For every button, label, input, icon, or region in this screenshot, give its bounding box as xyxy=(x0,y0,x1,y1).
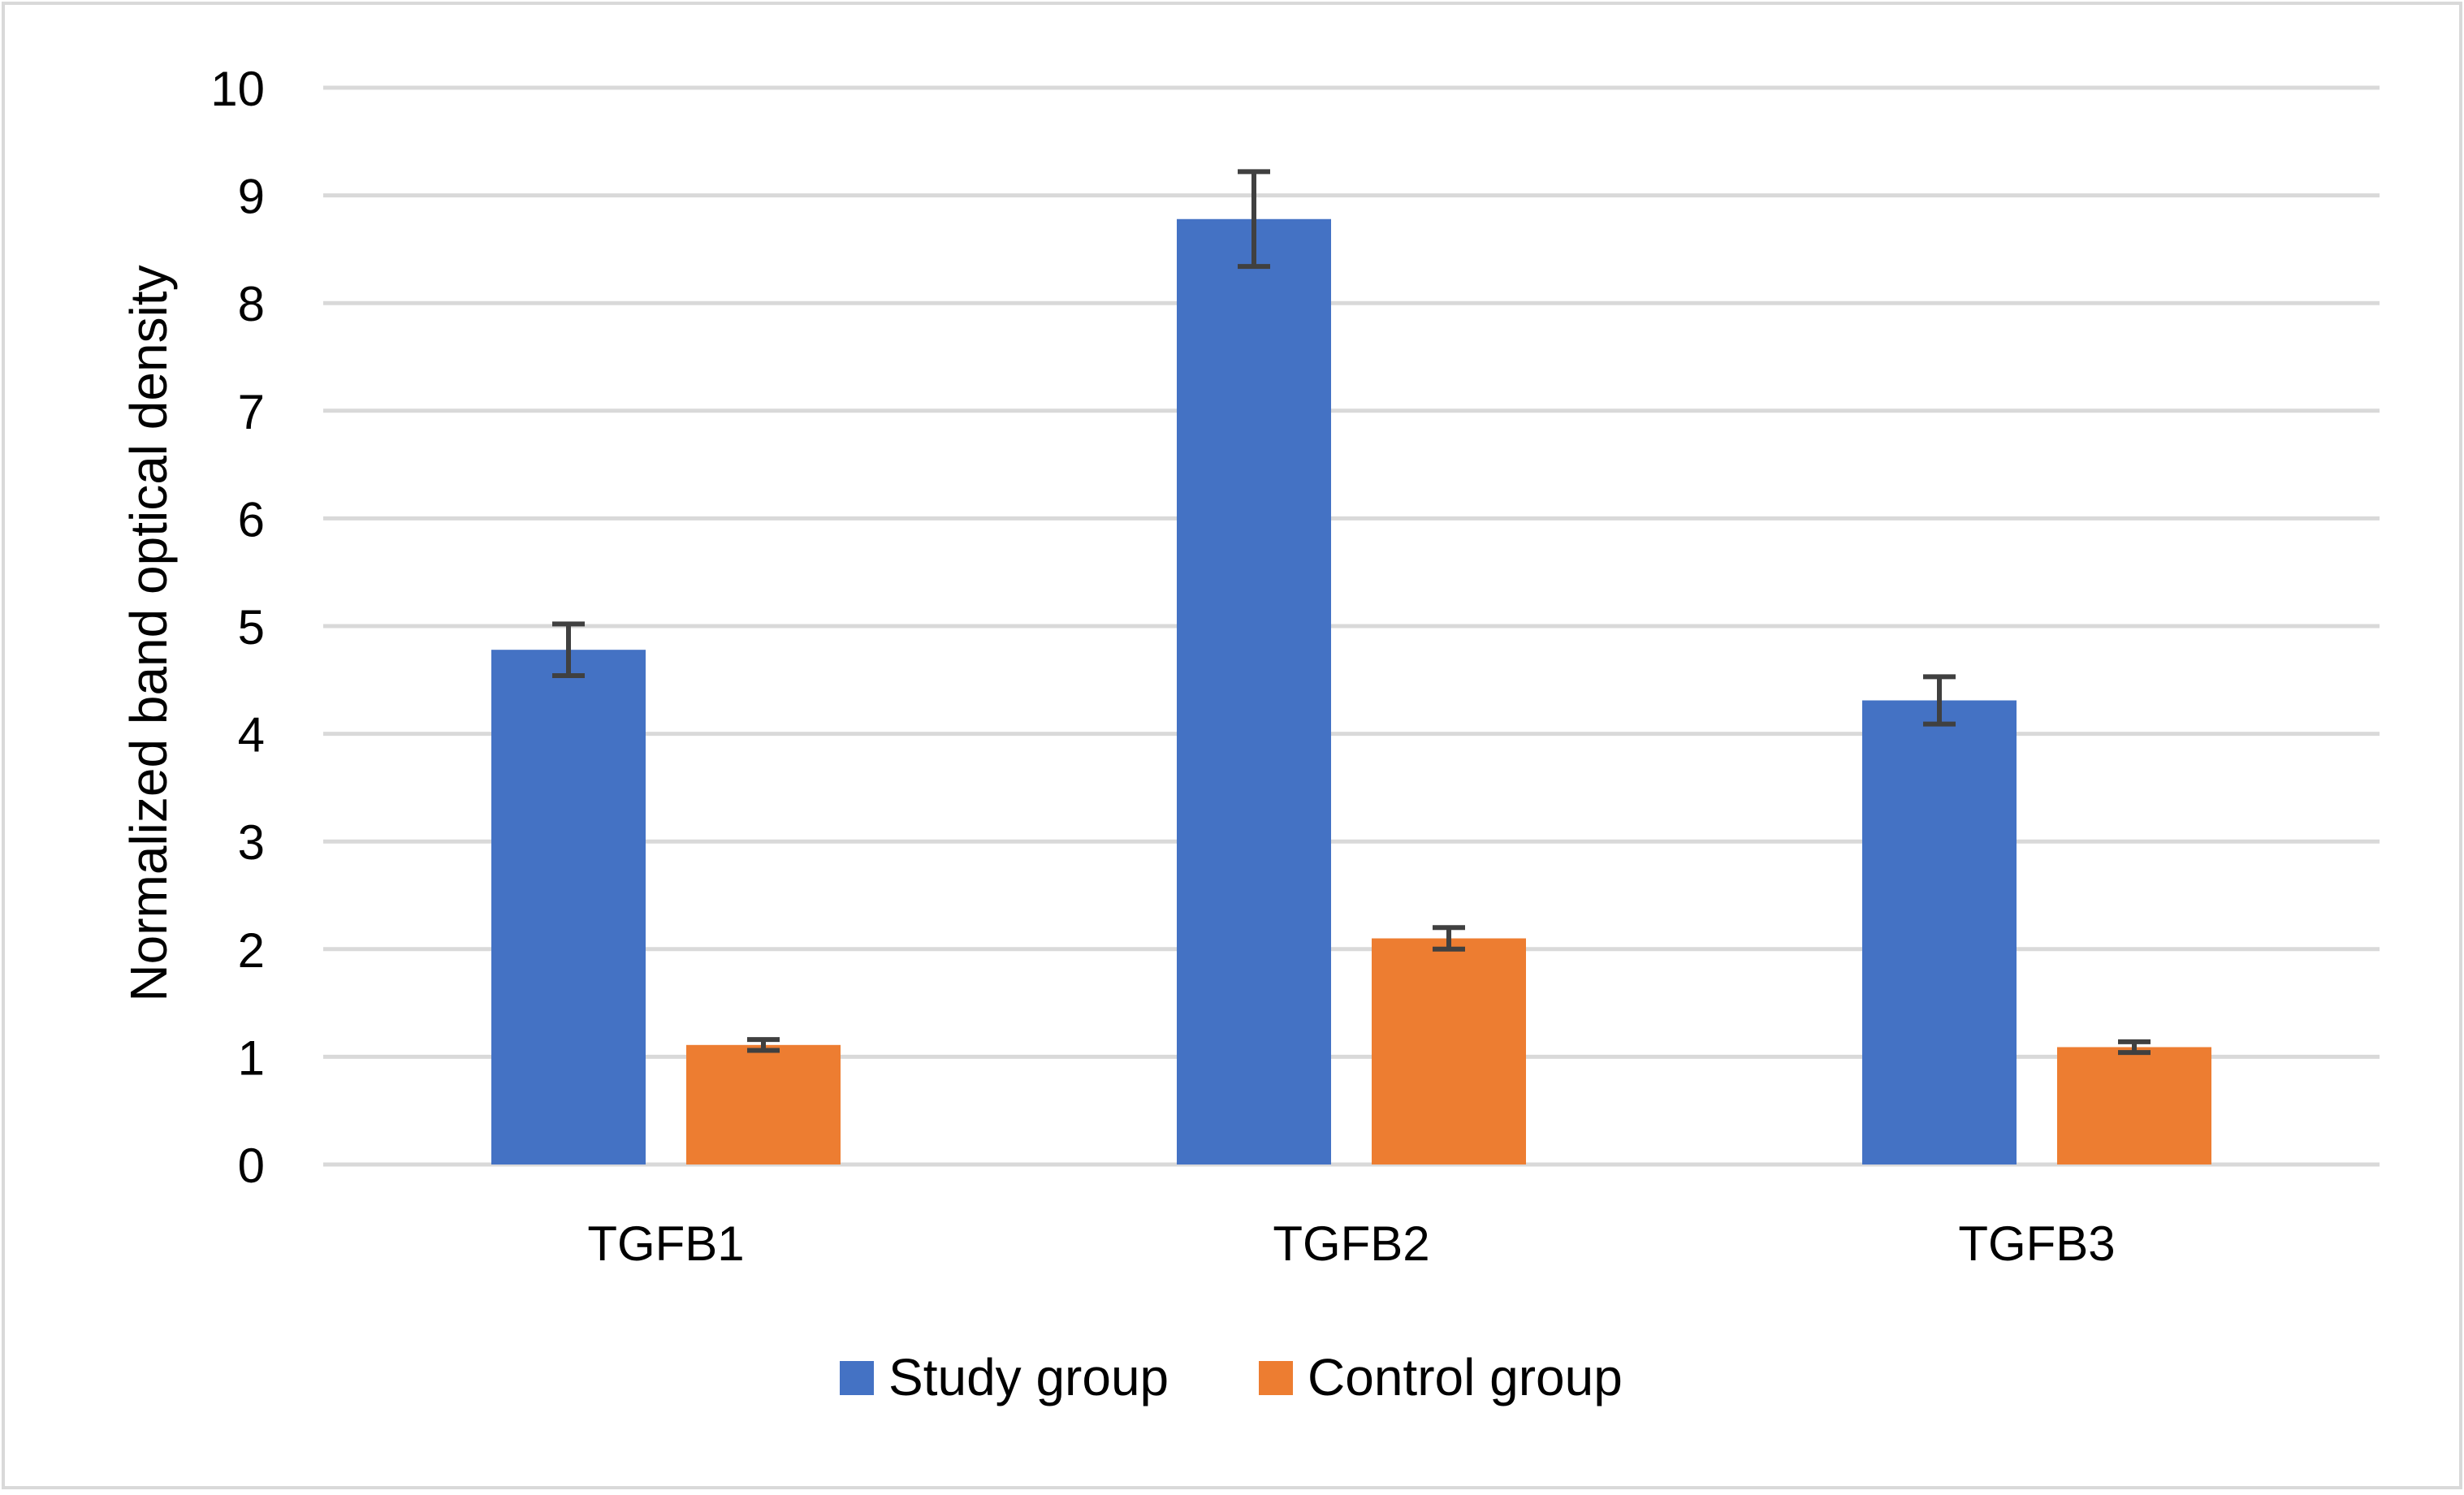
bar-tgfb3-control-group xyxy=(2057,1047,2211,1164)
x-tick-label: TGFB3 xyxy=(1958,1216,2115,1271)
error-bar-tgfb2-study-group xyxy=(1238,169,1270,270)
y-tick-label: 8 xyxy=(238,277,265,331)
legend-swatch xyxy=(840,1361,874,1395)
error-bars xyxy=(552,169,2151,1056)
y-tick-label: 5 xyxy=(238,600,265,655)
y-tick-label: 0 xyxy=(238,1139,265,1193)
y-tick-label: 7 xyxy=(238,385,265,439)
legend-item-study-group: Study group xyxy=(840,1348,1169,1406)
x-tick-labels: TGFB1 TGFB2 TGFB3 xyxy=(587,1216,2115,1271)
bar-tgfb2-control-group xyxy=(1372,938,1526,1164)
legend-label: Control group xyxy=(1308,1348,1623,1406)
gridlines xyxy=(323,85,2380,1167)
legend-label: Study group xyxy=(888,1348,1169,1406)
y-tick-label: 10 xyxy=(210,62,265,116)
error-bar-tgfb1-control-group xyxy=(747,1037,780,1053)
y-tick-label: 3 xyxy=(238,815,265,870)
bars xyxy=(491,218,2211,1165)
y-tick-label: 4 xyxy=(238,708,265,763)
error-bar-tgfb3-control-group xyxy=(2118,1039,2151,1056)
y-tick-labels: 0 1 2 3 4 5 6 7 8 9 10 xyxy=(210,62,265,1193)
legend-swatch xyxy=(1259,1361,1293,1395)
y-axis-label: Normalized band optical density xyxy=(119,265,178,1001)
bar-tgfb3-study-group xyxy=(1862,700,2017,1164)
bar-tgfb2-study-group xyxy=(1177,218,1331,1165)
legend: Study group Control group xyxy=(840,1348,1623,1406)
error-bar-tgfb1-study-group xyxy=(552,621,585,678)
legend-item-control-group: Control group xyxy=(1259,1348,1623,1406)
error-bar-tgfb2-control-group xyxy=(1433,925,1465,952)
y-tick-label: 9 xyxy=(238,170,265,224)
y-tick-label: 6 xyxy=(238,492,265,547)
bar-tgfb1-control-group xyxy=(686,1044,841,1164)
x-tick-label: TGFB2 xyxy=(1273,1216,1429,1271)
bar-tgfb1-study-group xyxy=(491,650,646,1164)
y-tick-label: 2 xyxy=(238,923,265,978)
x-tick-label: TGFB1 xyxy=(587,1216,744,1271)
error-bar-tgfb3-study-group xyxy=(1923,674,1956,727)
y-tick-label: 1 xyxy=(238,1031,265,1085)
